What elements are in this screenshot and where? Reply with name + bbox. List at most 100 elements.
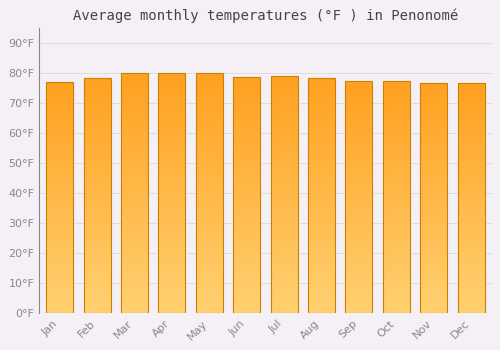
Bar <box>308 184 335 187</box>
Bar <box>383 197 410 200</box>
Bar <box>346 284 372 287</box>
Bar <box>346 165 372 168</box>
Bar <box>458 230 484 233</box>
Bar <box>46 177 73 180</box>
Bar <box>234 257 260 260</box>
Bar <box>270 102 297 105</box>
Bar <box>46 285 73 287</box>
Bar <box>84 81 110 84</box>
Bar <box>308 113 335 116</box>
Bar <box>420 120 447 123</box>
Bar <box>308 175 335 178</box>
Bar <box>234 136 260 139</box>
Bar <box>458 285 484 287</box>
Bar <box>158 172 186 175</box>
Bar <box>383 113 410 116</box>
Bar <box>158 214 186 217</box>
Bar <box>121 76 148 79</box>
Bar <box>121 187 148 190</box>
Bar <box>270 93 297 96</box>
Bar <box>158 97 186 100</box>
Bar <box>346 244 372 246</box>
Bar <box>420 261 447 264</box>
Bar <box>84 113 110 116</box>
Bar <box>420 129 447 132</box>
Bar <box>346 215 372 217</box>
Bar <box>383 191 410 194</box>
Bar <box>458 83 484 313</box>
Bar <box>270 263 297 266</box>
Bar <box>234 175 260 178</box>
Bar <box>158 169 186 172</box>
Bar <box>121 301 148 304</box>
Bar <box>158 100 186 103</box>
Bar <box>458 273 484 276</box>
Bar <box>46 310 73 313</box>
Bar <box>308 116 335 119</box>
Bar <box>270 191 297 195</box>
Bar <box>458 287 484 290</box>
Bar <box>458 279 484 282</box>
Bar <box>308 81 335 84</box>
Bar <box>84 248 110 252</box>
Bar <box>308 287 335 290</box>
Bar <box>84 275 110 278</box>
Bar <box>458 262 484 265</box>
Bar <box>234 213 260 216</box>
Bar <box>158 244 186 247</box>
Bar <box>346 121 372 124</box>
Bar <box>158 91 186 94</box>
Bar <box>383 188 410 191</box>
Bar <box>46 229 73 232</box>
Bar <box>158 145 186 148</box>
Bar <box>346 133 372 136</box>
Bar <box>383 212 410 215</box>
Bar <box>234 263 260 266</box>
Bar <box>420 166 447 169</box>
Bar <box>270 108 297 111</box>
Bar <box>158 151 186 154</box>
Bar <box>158 142 186 145</box>
Bar <box>196 133 223 136</box>
Bar <box>46 256 73 258</box>
Bar <box>308 243 335 246</box>
Bar <box>234 302 260 304</box>
Bar <box>121 163 148 166</box>
Bar <box>458 267 484 270</box>
Bar <box>121 295 148 298</box>
Bar <box>196 139 223 142</box>
Bar <box>458 104 484 106</box>
Bar <box>121 199 148 202</box>
Bar <box>383 86 410 90</box>
Bar <box>383 180 410 182</box>
Bar <box>196 220 223 223</box>
Bar <box>458 130 484 132</box>
Bar <box>196 295 223 298</box>
Bar <box>121 286 148 289</box>
Bar <box>420 106 447 109</box>
Bar <box>308 149 335 152</box>
Bar <box>46 276 73 279</box>
Bar <box>84 137 110 140</box>
Bar <box>383 238 410 241</box>
Bar <box>84 140 110 143</box>
Bar <box>270 90 297 93</box>
Bar <box>46 116 73 119</box>
Bar <box>196 118 223 121</box>
Bar <box>420 207 447 210</box>
Bar <box>383 145 410 148</box>
Bar <box>458 250 484 253</box>
Bar <box>270 254 297 257</box>
Bar <box>308 290 335 293</box>
Bar <box>458 164 484 167</box>
Bar <box>84 252 110 254</box>
Bar <box>346 203 372 206</box>
Bar <box>234 89 260 92</box>
Bar <box>458 92 484 95</box>
Bar <box>420 285 447 287</box>
Bar <box>84 172 110 175</box>
Bar <box>196 100 223 103</box>
Bar <box>346 304 372 308</box>
Bar <box>383 255 410 258</box>
Bar <box>46 142 73 145</box>
